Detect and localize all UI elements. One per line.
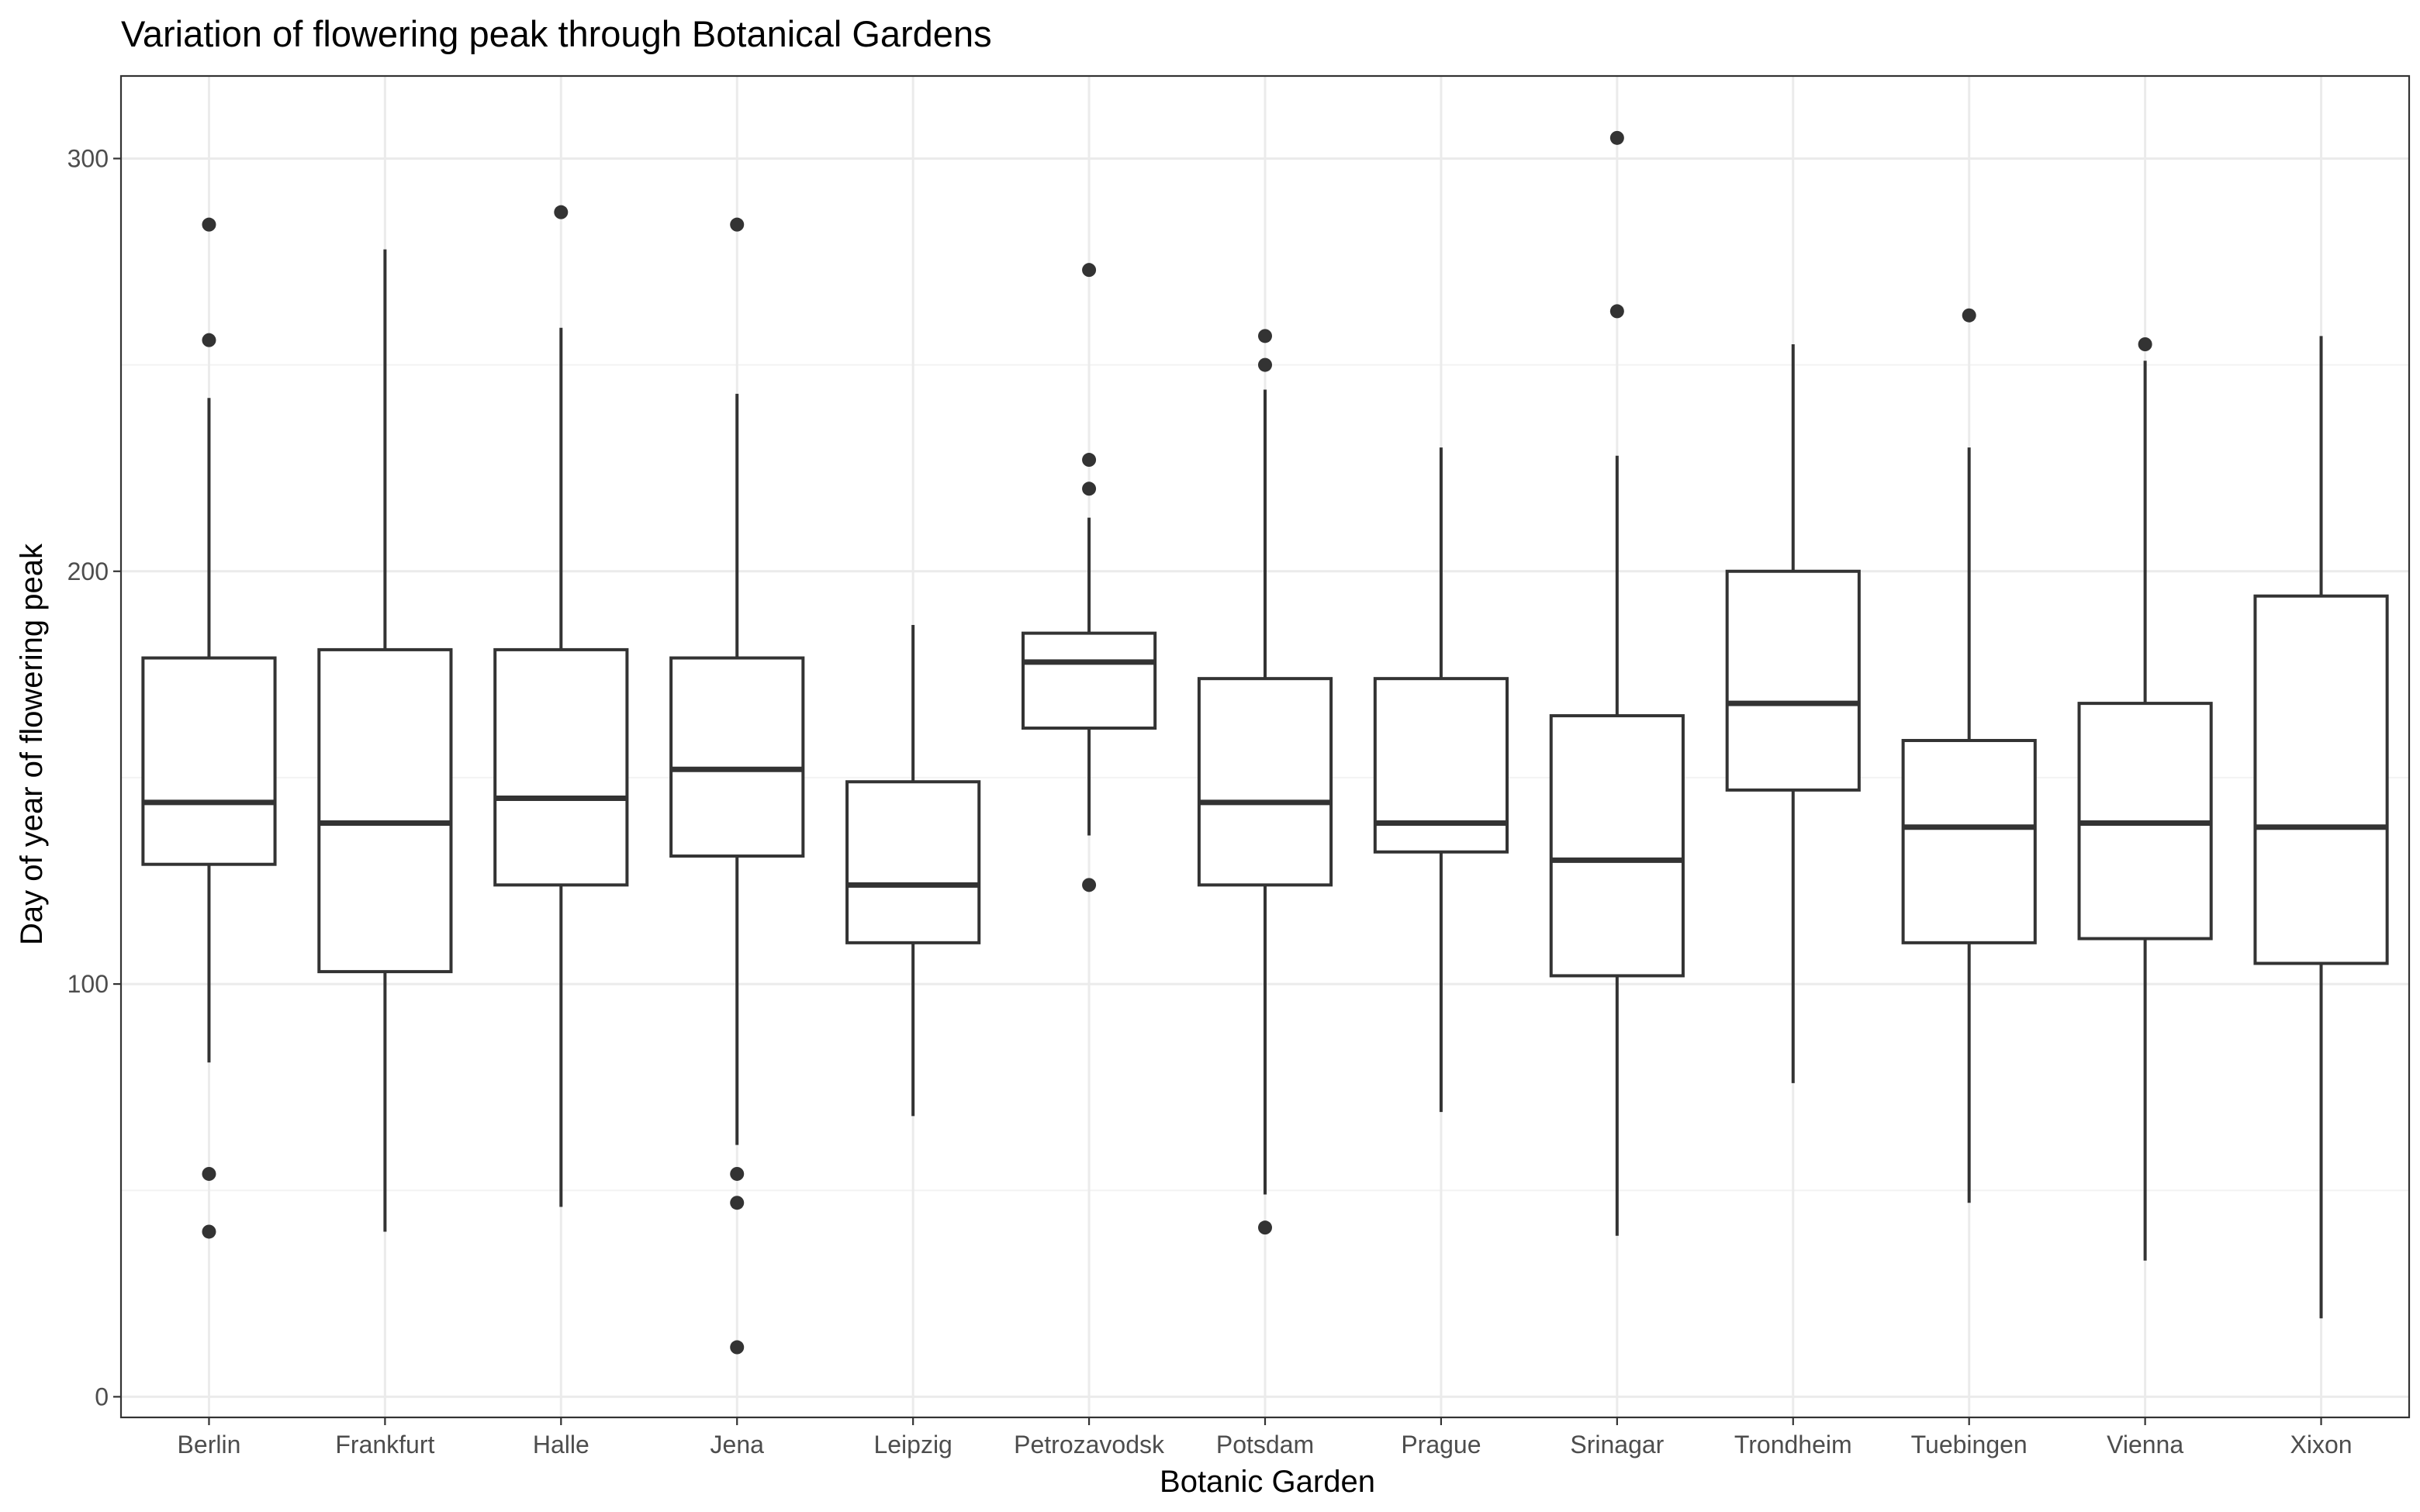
- outlier-point: [730, 1166, 745, 1181]
- outlier-point: [202, 1166, 216, 1181]
- box-group: [1021, 263, 1157, 892]
- outlier-point: [2138, 337, 2152, 351]
- box-iqr: [1021, 631, 1157, 730]
- box-group: [317, 249, 453, 1232]
- box-group: [1373, 447, 1509, 1113]
- x-axis: Berlin Frankfurt Halle Jena Leipzig Petrozavo…: [178, 1417, 2353, 1458]
- x-tick-label: Potsdam: [1216, 1431, 1314, 1458]
- y-tick-label: 100: [67, 970, 109, 998]
- box-group: [1901, 308, 2037, 1203]
- outlier-point: [554, 205, 569, 219]
- x-tick-label: Tuebingen: [1911, 1431, 2028, 1458]
- y-axis: 0 100 200 300: [67, 144, 121, 1410]
- box-iqr: [669, 656, 805, 858]
- box-iqr: [845, 780, 981, 944]
- x-tick-label: Jena: [710, 1431, 765, 1458]
- box-group: [493, 205, 629, 1207]
- y-tick-label: 200: [67, 558, 109, 585]
- x-tick-label: Vienna: [2107, 1431, 2183, 1458]
- outlier-point: [730, 1196, 745, 1210]
- box-group: [1549, 130, 1685, 1236]
- box-group: [669, 217, 805, 1355]
- outlier-point: [1609, 304, 1624, 319]
- outlier-point: [730, 217, 745, 232]
- box-group: [1197, 329, 1333, 1235]
- boxes: [141, 130, 2389, 1355]
- box-iqr: [141, 656, 277, 866]
- outlier-point: [1258, 1220, 1272, 1235]
- x-tick-label: Leipzig: [873, 1431, 952, 1458]
- outlier-point: [202, 1224, 216, 1239]
- x-tick-label: Frankfurt: [335, 1431, 434, 1458]
- outlier-point: [202, 217, 216, 232]
- x-tick-label: Xixon: [2290, 1431, 2353, 1458]
- box-iqr: [1725, 569, 1861, 792]
- box-group: [1725, 344, 1861, 1083]
- x-axis-title: Botanic Garden: [1160, 1465, 1375, 1499]
- outlier-point: [1082, 482, 1097, 496]
- chart-title: Variation of flowering peak through Bota…: [121, 13, 992, 54]
- outlier-point: [1082, 263, 1097, 278]
- y-tick-label: 0: [95, 1383, 109, 1410]
- outlier-point: [202, 333, 216, 347]
- x-tick-label: Srinagar: [1570, 1431, 1664, 1458]
- x-tick-label: Berlin: [178, 1431, 241, 1458]
- outlier-point: [1082, 453, 1097, 468]
- box-iqr: [317, 647, 453, 974]
- outlier-point: [1258, 329, 1272, 343]
- x-tick-label: Prague: [1401, 1431, 1481, 1458]
- box-iqr: [1373, 677, 1509, 854]
- y-tick-label: 300: [67, 144, 109, 172]
- x-tick-label: Petrozavodsk: [1014, 1431, 1165, 1458]
- box-iqr: [1549, 714, 1685, 978]
- outlier-point: [1609, 130, 1624, 145]
- box-group: [2077, 337, 2213, 1261]
- outlier-point: [1962, 308, 1976, 323]
- box-iqr: [1901, 739, 2037, 944]
- box-group: [141, 217, 277, 1239]
- outlier-point: [730, 1340, 745, 1355]
- box-iqr: [2253, 594, 2389, 965]
- x-tick-label: Halle: [533, 1431, 589, 1458]
- box-iqr: [1197, 677, 1333, 887]
- x-tick-label: Trondheim: [1734, 1431, 1852, 1458]
- outlier-point: [1082, 878, 1097, 892]
- box-group: [845, 624, 981, 1117]
- box-iqr: [493, 647, 629, 887]
- y-axis-title: Day of year of flowering peak: [15, 543, 49, 945]
- outlier-point: [1258, 357, 1272, 372]
- box-group: [2253, 336, 2389, 1319]
